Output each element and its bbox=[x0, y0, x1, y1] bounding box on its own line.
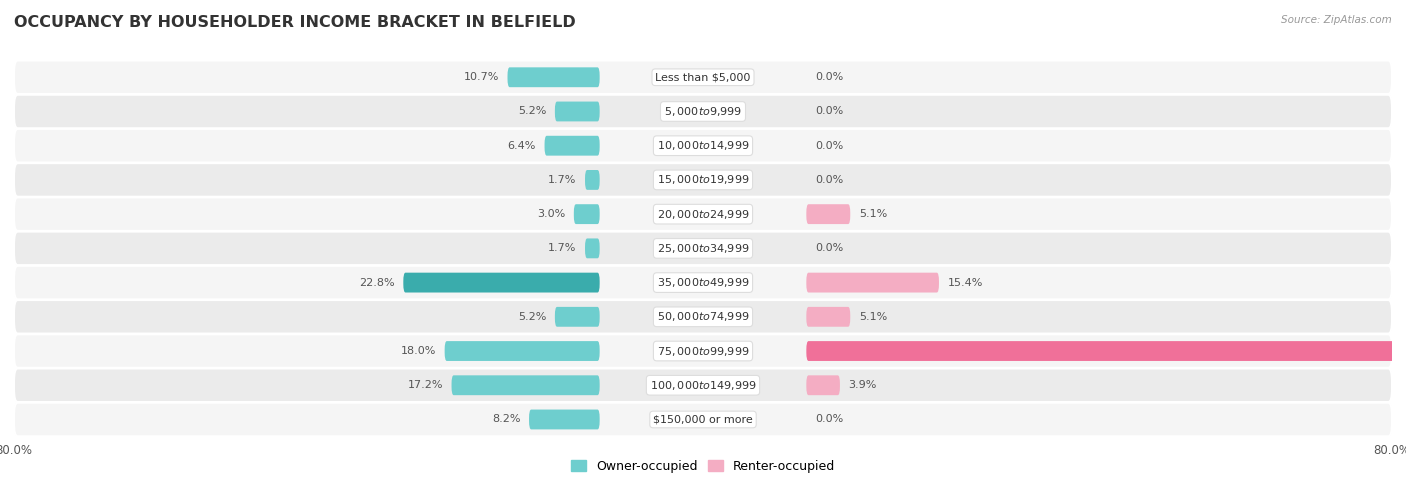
FancyBboxPatch shape bbox=[14, 369, 1392, 402]
FancyBboxPatch shape bbox=[807, 273, 939, 293]
Text: $50,000 to $74,999: $50,000 to $74,999 bbox=[657, 310, 749, 323]
Text: 6.4%: 6.4% bbox=[508, 141, 536, 150]
FancyBboxPatch shape bbox=[585, 170, 599, 190]
Text: 18.0%: 18.0% bbox=[401, 346, 436, 356]
FancyBboxPatch shape bbox=[529, 410, 599, 430]
Text: 0.0%: 0.0% bbox=[815, 175, 844, 185]
Text: $150,000 or more: $150,000 or more bbox=[654, 414, 752, 425]
Text: 8.2%: 8.2% bbox=[492, 414, 520, 425]
Text: 0.0%: 0.0% bbox=[815, 244, 844, 253]
Text: $100,000 to $149,999: $100,000 to $149,999 bbox=[650, 379, 756, 392]
FancyBboxPatch shape bbox=[555, 307, 599, 327]
FancyBboxPatch shape bbox=[14, 197, 1392, 231]
FancyBboxPatch shape bbox=[14, 232, 1392, 265]
FancyBboxPatch shape bbox=[14, 163, 1392, 197]
Text: 5.1%: 5.1% bbox=[859, 209, 887, 219]
Text: 1.7%: 1.7% bbox=[548, 244, 576, 253]
FancyBboxPatch shape bbox=[807, 204, 851, 224]
Text: $35,000 to $49,999: $35,000 to $49,999 bbox=[657, 276, 749, 289]
Text: Less than $5,000: Less than $5,000 bbox=[655, 72, 751, 82]
Text: 0.0%: 0.0% bbox=[815, 107, 844, 116]
FancyBboxPatch shape bbox=[508, 67, 599, 87]
Text: 5.2%: 5.2% bbox=[517, 312, 547, 322]
Text: Source: ZipAtlas.com: Source: ZipAtlas.com bbox=[1281, 15, 1392, 25]
Text: 15.4%: 15.4% bbox=[948, 278, 983, 288]
Text: 1.7%: 1.7% bbox=[548, 175, 576, 185]
FancyBboxPatch shape bbox=[14, 403, 1392, 436]
FancyBboxPatch shape bbox=[14, 266, 1392, 300]
Text: 5.1%: 5.1% bbox=[859, 312, 887, 322]
FancyBboxPatch shape bbox=[14, 334, 1392, 368]
Text: $5,000 to $9,999: $5,000 to $9,999 bbox=[664, 105, 742, 118]
Text: 17.2%: 17.2% bbox=[408, 380, 443, 390]
Text: 22.8%: 22.8% bbox=[359, 278, 395, 288]
FancyBboxPatch shape bbox=[444, 341, 599, 361]
Text: 0.0%: 0.0% bbox=[815, 141, 844, 150]
Text: $10,000 to $14,999: $10,000 to $14,999 bbox=[657, 139, 749, 152]
FancyBboxPatch shape bbox=[807, 375, 839, 395]
Text: 5.2%: 5.2% bbox=[517, 107, 547, 116]
Text: 0.0%: 0.0% bbox=[815, 414, 844, 425]
FancyBboxPatch shape bbox=[14, 60, 1392, 94]
FancyBboxPatch shape bbox=[555, 102, 599, 121]
FancyBboxPatch shape bbox=[807, 341, 1406, 361]
Text: 10.7%: 10.7% bbox=[464, 72, 499, 82]
FancyBboxPatch shape bbox=[404, 273, 599, 293]
FancyBboxPatch shape bbox=[14, 300, 1392, 334]
FancyBboxPatch shape bbox=[544, 136, 599, 156]
Text: 3.0%: 3.0% bbox=[537, 209, 565, 219]
Text: $15,000 to $19,999: $15,000 to $19,999 bbox=[657, 173, 749, 187]
FancyBboxPatch shape bbox=[14, 94, 1392, 128]
FancyBboxPatch shape bbox=[585, 239, 599, 258]
Text: 3.9%: 3.9% bbox=[849, 380, 877, 390]
FancyBboxPatch shape bbox=[807, 307, 851, 327]
Text: 0.0%: 0.0% bbox=[815, 72, 844, 82]
FancyBboxPatch shape bbox=[451, 375, 599, 395]
FancyBboxPatch shape bbox=[574, 204, 599, 224]
Legend: Owner-occupied, Renter-occupied: Owner-occupied, Renter-occupied bbox=[567, 455, 839, 478]
Text: $25,000 to $34,999: $25,000 to $34,999 bbox=[657, 242, 749, 255]
Text: OCCUPANCY BY HOUSEHOLDER INCOME BRACKET IN BELFIELD: OCCUPANCY BY HOUSEHOLDER INCOME BRACKET … bbox=[14, 15, 576, 30]
FancyBboxPatch shape bbox=[14, 129, 1392, 163]
Text: $20,000 to $24,999: $20,000 to $24,999 bbox=[657, 207, 749, 221]
Text: $75,000 to $99,999: $75,000 to $99,999 bbox=[657, 344, 749, 357]
